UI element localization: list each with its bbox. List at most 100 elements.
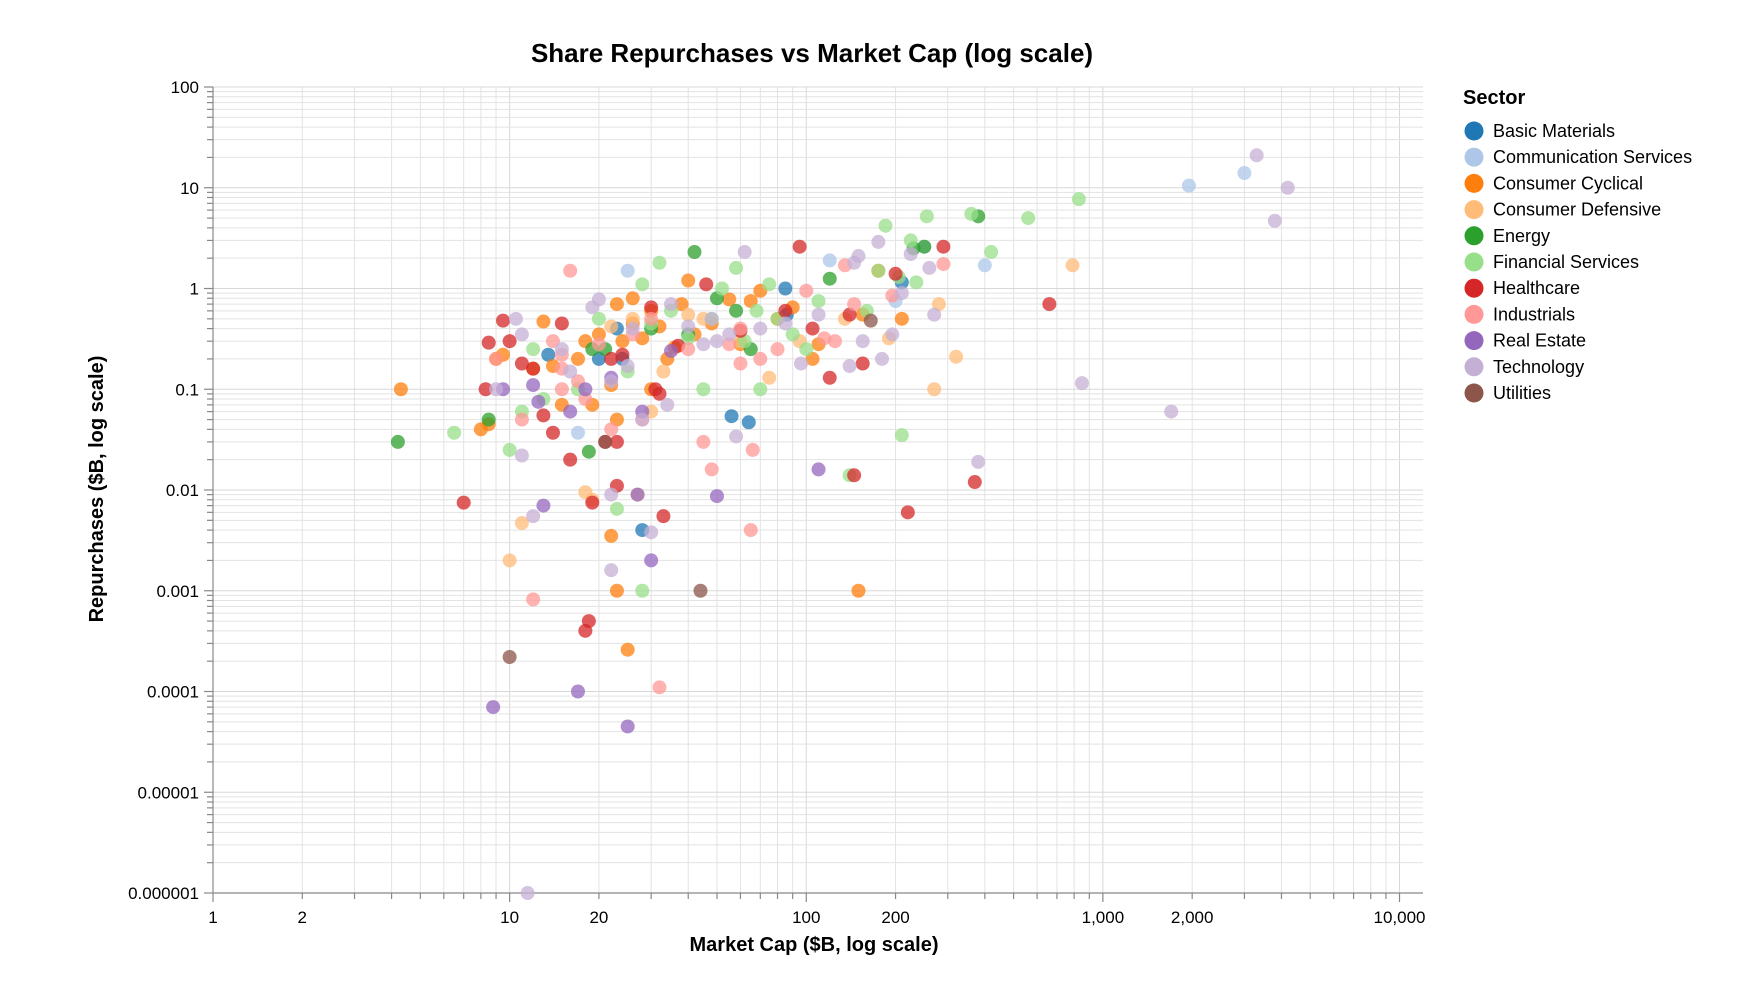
- data-point: [894, 428, 909, 443]
- data-point: [591, 311, 606, 326]
- data-point: [489, 351, 504, 366]
- data-point: [749, 303, 764, 318]
- data-point: [842, 359, 857, 374]
- data-point: [652, 255, 667, 270]
- data-point: [520, 886, 535, 900]
- data-point: [1267, 213, 1282, 228]
- data-point: [604, 319, 619, 334]
- data-point: [478, 382, 493, 397]
- data-point: [514, 448, 529, 463]
- data-point: [753, 351, 768, 366]
- legend-label: Healthcare: [1493, 278, 1580, 298]
- legend-swatch: [1464, 331, 1484, 351]
- x-tick-label: 10: [500, 908, 519, 927]
- data-point: [563, 263, 578, 278]
- legend-label: Communication Services: [1493, 147, 1692, 167]
- data-point: [652, 680, 667, 695]
- data-point: [635, 277, 650, 292]
- series-utilities: [502, 313, 878, 665]
- data-point: [581, 614, 596, 629]
- data-point: [585, 495, 600, 510]
- data-point: [971, 454, 986, 469]
- data-point: [609, 297, 624, 312]
- data-point: [729, 260, 744, 275]
- data-point: [762, 370, 777, 385]
- data-point: [733, 356, 748, 371]
- data-point: [715, 281, 730, 296]
- data-point: [878, 218, 893, 233]
- data-point: [656, 364, 671, 379]
- data-point: [847, 297, 862, 312]
- legend-label: Financial Services: [1493, 252, 1639, 272]
- data-point: [625, 291, 640, 306]
- data-point: [630, 487, 645, 502]
- data-point: [693, 583, 708, 598]
- data-point: [514, 516, 529, 531]
- data-point: [656, 509, 671, 524]
- data-point: [604, 528, 619, 543]
- data-point: [664, 297, 679, 312]
- data-point: [615, 347, 630, 362]
- data-point: [514, 356, 529, 371]
- data-point: [967, 475, 982, 490]
- data-point: [778, 316, 793, 331]
- data-point: [541, 347, 556, 362]
- legend-title: Sector: [1463, 87, 1525, 109]
- data-point: [502, 553, 517, 568]
- data-point: [591, 292, 606, 307]
- data-point: [851, 249, 866, 264]
- data-point: [900, 505, 915, 520]
- y-tick-label: 0.1: [175, 380, 199, 399]
- data-point: [799, 283, 814, 298]
- data-point: [851, 583, 866, 598]
- data-point: [620, 719, 635, 734]
- data-point: [936, 257, 951, 272]
- data-point: [674, 297, 689, 312]
- data-point: [591, 337, 606, 352]
- legend-swatch: [1464, 357, 1484, 377]
- data-point: [486, 700, 501, 715]
- data-point: [681, 342, 696, 357]
- data-point: [604, 351, 619, 366]
- data-point: [526, 342, 541, 357]
- data-point: [778, 281, 793, 296]
- data-point: [1280, 180, 1295, 195]
- legend-swatch: [1464, 226, 1484, 246]
- data-point: [811, 462, 826, 477]
- data-point: [526, 509, 541, 524]
- data-point: [496, 313, 511, 328]
- data-point: [681, 307, 696, 322]
- data-point: [609, 434, 624, 449]
- x-tick-label: 20: [589, 908, 608, 927]
- data-point: [514, 412, 529, 427]
- data-point: [729, 429, 744, 444]
- data-point: [635, 412, 650, 427]
- y-tick-label: 0.001: [156, 582, 199, 601]
- data-points: [390, 148, 1295, 900]
- legend-label: Basic Materials: [1493, 121, 1615, 141]
- y-tick-label: 0.000001: [128, 884, 199, 903]
- data-point: [635, 583, 650, 598]
- data-point: [570, 351, 585, 366]
- data-point: [1021, 211, 1036, 226]
- data-point: [709, 489, 724, 504]
- data-point: [502, 650, 517, 665]
- data-point: [563, 364, 578, 379]
- data-point: [1065, 258, 1080, 273]
- data-point: [545, 425, 560, 440]
- data-point: [526, 361, 541, 376]
- legend-label: Utilities: [1493, 383, 1551, 403]
- data-point: [536, 314, 551, 329]
- axes: 1 2 10 20 100 200 1,000 2,000 10,000 100 10 1 0.1 0.0…: [128, 78, 1425, 927]
- y-tick-label: 1: [190, 280, 199, 299]
- data-point: [514, 327, 529, 342]
- data-point: [811, 294, 826, 309]
- y-tick-label: 100: [171, 78, 199, 97]
- data-point: [578, 392, 593, 407]
- data-point: [508, 311, 523, 326]
- data-point: [625, 321, 640, 336]
- data-point: [390, 434, 405, 449]
- data-point: [393, 382, 408, 397]
- y-tick-label: 0.00001: [138, 783, 199, 802]
- data-point: [664, 343, 679, 358]
